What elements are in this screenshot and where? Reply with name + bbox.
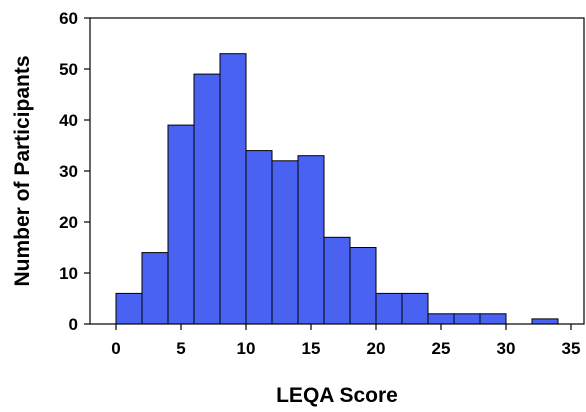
bar-26-28 xyxy=(453,313,481,325)
y-tick-label: 20 xyxy=(59,213,78,232)
x-axis-ticks: 0 5 10 15 20 25 30 35 xyxy=(111,324,580,358)
bar-12-14 xyxy=(271,160,299,325)
bar-28-30 xyxy=(479,313,507,325)
x-tick-label: 5 xyxy=(176,339,185,358)
y-tick-label: 10 xyxy=(59,264,78,283)
bar-22-24 xyxy=(401,292,429,325)
y-tick-label: 50 xyxy=(59,60,78,79)
y-axis-title: Number of Participants xyxy=(11,55,34,286)
x-tick-label: 30 xyxy=(497,339,516,358)
x-tick-label: 20 xyxy=(367,339,386,358)
bar-2-4 xyxy=(141,252,169,325)
bar-32-34 xyxy=(531,318,559,325)
bar-16-18 xyxy=(323,236,351,325)
y-axis-ticks: 0 10 20 30 40 50 60 xyxy=(59,9,90,334)
x-tick-label: 25 xyxy=(432,339,451,358)
x-tick-label: 10 xyxy=(237,339,256,358)
bar-8-10 xyxy=(219,53,247,325)
x-tick-label: 0 xyxy=(111,339,120,358)
x-tick-label: 35 xyxy=(562,339,581,358)
bar-24-26 xyxy=(427,313,455,325)
y-tick-label: 30 xyxy=(59,162,78,181)
bars-group xyxy=(115,53,559,325)
bar-10-12 xyxy=(245,150,273,325)
bar-4-6 xyxy=(167,124,195,325)
bar-18-20 xyxy=(349,247,377,325)
bar-14-16 xyxy=(297,155,325,325)
y-tick-label: 60 xyxy=(59,9,78,28)
bar-20-22 xyxy=(375,292,403,325)
y-tick-label: 40 xyxy=(59,111,78,130)
x-axis-title: LEQA Score xyxy=(276,384,398,407)
x-tick-label: 15 xyxy=(302,339,321,358)
bar-6-8 xyxy=(193,73,221,325)
bar-0-2 xyxy=(115,292,143,325)
y-tick-label: 0 xyxy=(69,315,78,334)
